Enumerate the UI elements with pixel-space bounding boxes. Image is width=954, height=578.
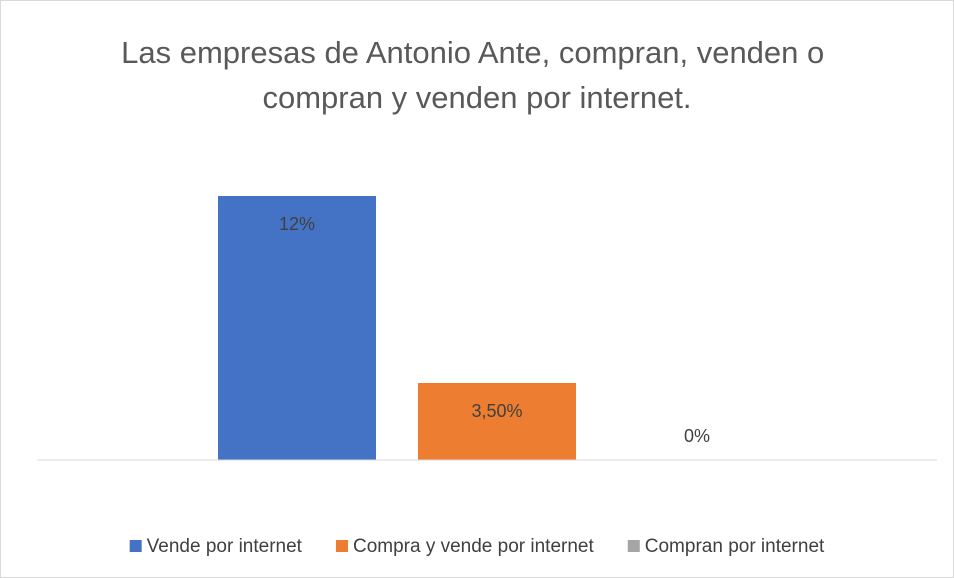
data-label: 3,50% [471,401,522,421]
bar [218,196,376,460]
legend-swatch [335,540,348,552]
data-label: 12% [279,214,315,234]
data-label: 0% [684,426,710,446]
legend-label: Vende por internet [147,536,303,557]
bar [418,383,576,460]
chart-title: Las empresas de Antonio Ante, compran, v… [121,35,833,115]
legend-swatch [129,540,142,552]
legend-swatch [627,540,640,552]
title-line: compran y venden por internet. [262,80,691,115]
legend-label: Compran por internet [645,536,825,557]
legend-label: Compra y vende por internet [353,536,595,557]
title-line: Las empresas de Antonio Ante, compran, v… [121,35,833,70]
